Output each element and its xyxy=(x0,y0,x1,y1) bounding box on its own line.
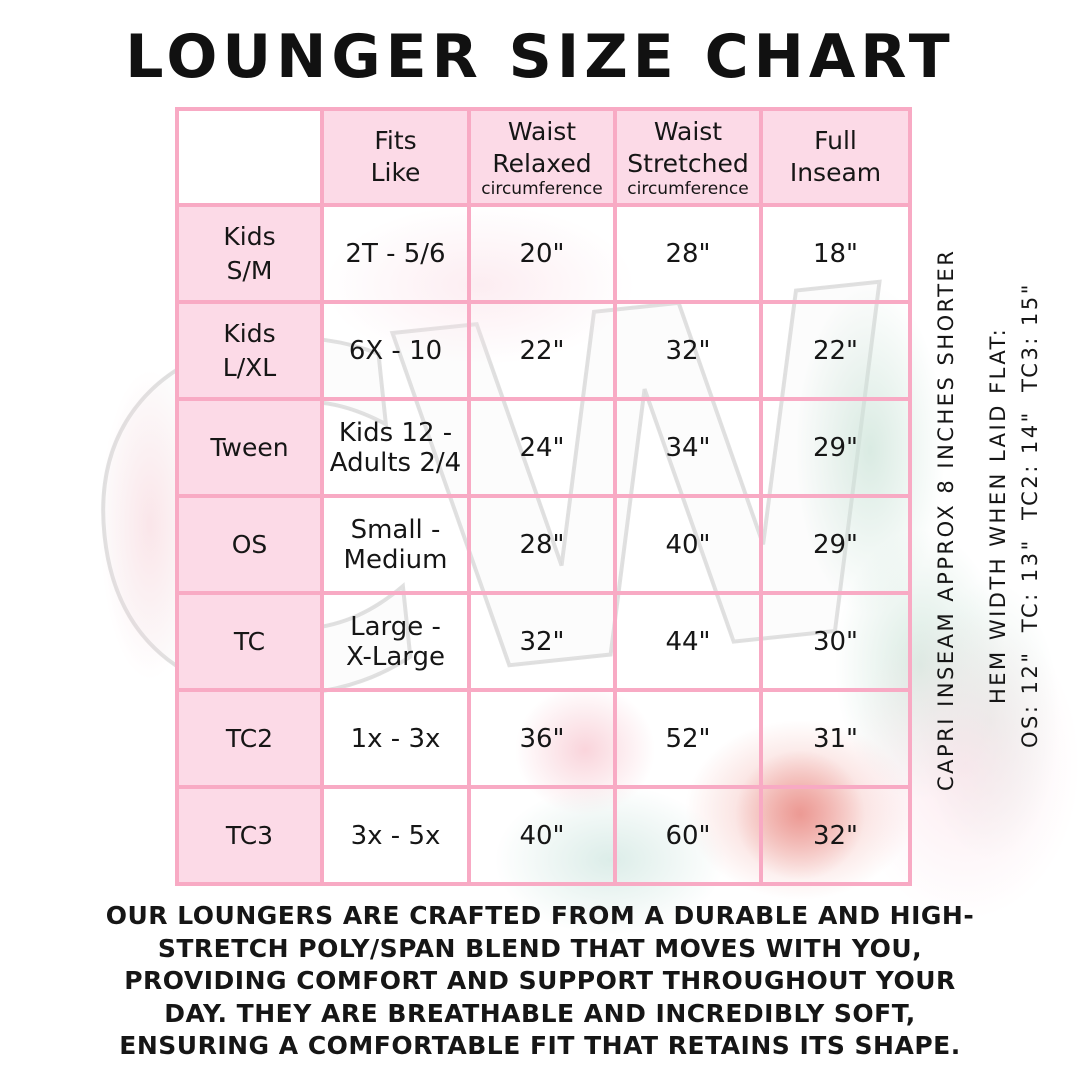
fits-like-value: Small - Medium xyxy=(320,494,471,595)
waist-relaxed-value: 24" xyxy=(467,397,617,498)
fits-like-value: Kids 12 - Adults 2/4 xyxy=(320,397,471,498)
waist-stretched-value: 52" xyxy=(613,688,763,789)
full-inseam-value: 30" xyxy=(759,591,912,692)
fits-like-value: 1x - 3x xyxy=(320,688,471,789)
row-label: TC2 xyxy=(175,688,324,789)
full-inseam-value: 31" xyxy=(759,688,912,789)
waist-stretched-value: 32" xyxy=(613,300,763,401)
waist-stretched-value: 34" xyxy=(613,397,763,498)
column-header-waist-stretched: Waist Stretched circumference xyxy=(613,107,763,207)
waist-relaxed-value: 40" xyxy=(467,785,617,886)
waist-stretched-value: 44" xyxy=(613,591,763,692)
capri-inseam-note: CAPRI INSEAM APPROX 8 INCHES SHORTER xyxy=(934,248,958,792)
full-inseam-value: 18" xyxy=(759,203,912,304)
hem-width-note-values: OS: 12" TC: 13" TC2: 14" TC3: 15" xyxy=(1018,282,1042,748)
fits-like-value: 2T - 5/6 xyxy=(320,203,471,304)
size-chart-table: Fits Like Waist Relaxed circumference Wai… xyxy=(175,107,912,886)
column-header-label: Fits Like xyxy=(370,125,421,188)
fits-like-value: 6X - 10 xyxy=(320,300,471,401)
full-inseam-value: 32" xyxy=(759,785,912,886)
row-label: Tween xyxy=(175,397,324,498)
row-label: Kids S/M xyxy=(175,203,324,304)
waist-relaxed-value: 20" xyxy=(467,203,617,304)
hem-width-note-title: HEM WIDTH WHEN LAID FLAT: xyxy=(986,326,1010,704)
column-header-fits-like: Fits Like xyxy=(320,107,471,207)
table-row-tc: TC Large - X-Large 32" 44" 30" xyxy=(175,591,912,692)
full-inseam-value: 29" xyxy=(759,397,912,498)
waist-relaxed-value: 36" xyxy=(467,688,617,789)
waist-stretched-value: 60" xyxy=(613,785,763,886)
corner-cell xyxy=(175,107,324,207)
page-title: LOUNGER SIZE CHART xyxy=(125,22,955,92)
full-inseam-value: 29" xyxy=(759,494,912,595)
fits-like-value: Large - X-Large xyxy=(320,591,471,692)
table-row-tween: Tween Kids 12 - Adults 2/4 24" 34" 29" xyxy=(175,397,912,498)
column-header-subnote: circumference xyxy=(481,178,603,199)
column-header-label: Waist Stretched xyxy=(627,116,749,179)
waist-relaxed-value: 22" xyxy=(467,300,617,401)
table-row-tc2: TC2 1x - 3x 36" 52" 31" xyxy=(175,688,912,789)
table-row-os: OS Small - Medium 28" 40" 29" xyxy=(175,494,912,595)
row-label: OS xyxy=(175,494,324,595)
row-label: Kids L/XL xyxy=(175,300,324,401)
table-row-kids-lxl: Kids L/XL 6X - 10 22" 32" 22" xyxy=(175,300,912,401)
waist-stretched-value: 40" xyxy=(613,494,763,595)
column-header-subnote: circumference xyxy=(627,178,749,199)
fits-like-value: 3x - 5x xyxy=(320,785,471,886)
column-header-waist-relaxed: Waist Relaxed circumference xyxy=(467,107,617,207)
table-row-tc3: TC3 3x - 5x 40" 60" 32" xyxy=(175,785,912,886)
column-header-label: Full Inseam xyxy=(789,125,882,188)
product-description: OUR LOUNGERS ARE CRAFTED FROM A DURABLE … xyxy=(105,901,975,1060)
waist-relaxed-value: 32" xyxy=(467,591,617,692)
row-label: TC3 xyxy=(175,785,324,886)
full-inseam-value: 22" xyxy=(759,300,912,401)
waist-relaxed-value: 28" xyxy=(467,494,617,595)
row-label: TC xyxy=(175,591,324,692)
header-row: Fits Like Waist Relaxed circumference Wai… xyxy=(175,107,912,207)
column-header-full-inseam: Full Inseam xyxy=(759,107,912,207)
table-row-kids-sm: Kids S/M 2T - 5/6 20" 28" 18" xyxy=(175,203,912,304)
waist-stretched-value: 28" xyxy=(613,203,763,304)
column-header-label: Waist Relaxed xyxy=(492,116,592,179)
